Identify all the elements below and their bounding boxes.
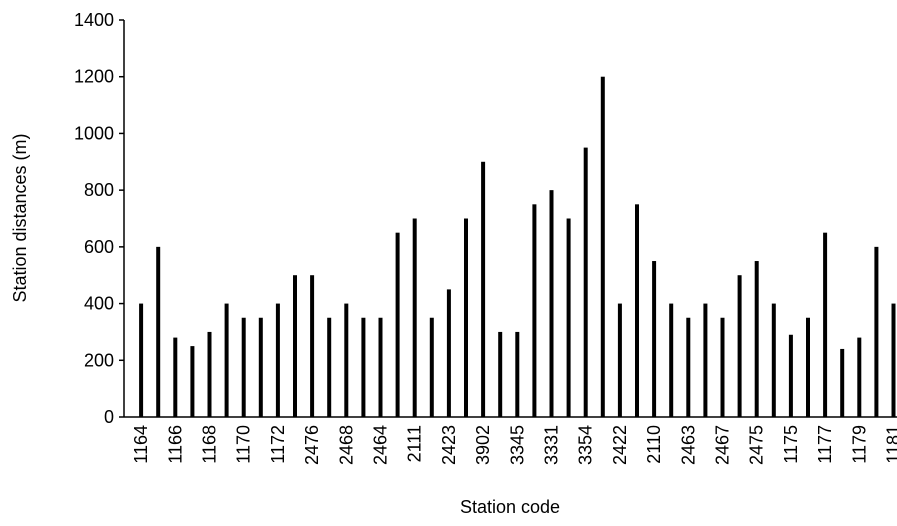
bar — [891, 303, 896, 417]
y-tick-label: 800 — [84, 180, 114, 200]
y-tick-label: 1400 — [74, 10, 114, 30]
x-tick-label: 2111 — [405, 425, 425, 462]
bar — [686, 317, 691, 417]
x-tick-label: 2468 — [336, 425, 356, 465]
bar — [258, 317, 263, 417]
bar — [652, 261, 657, 417]
bar — [669, 303, 674, 417]
x-tick-label: 2464 — [371, 425, 391, 465]
bar — [617, 303, 622, 417]
x-tick-label: 2110 — [644, 425, 664, 464]
x-axis-title: Station code — [460, 497, 560, 517]
x-tick-label: 3345 — [507, 425, 527, 465]
bar — [635, 204, 639, 417]
bar — [139, 303, 144, 417]
bar — [754, 261, 759, 417]
bar — [207, 331, 212, 417]
bar — [361, 317, 366, 417]
x-tick-label: 1181 — [884, 425, 897, 464]
bar — [395, 232, 400, 417]
bar — [429, 317, 434, 417]
y-tick-label: 1200 — [74, 67, 114, 87]
bar — [806, 317, 810, 417]
bar — [446, 289, 451, 417]
bar — [344, 303, 349, 417]
bar — [771, 303, 776, 417]
x-tick-label: 1170 — [234, 425, 254, 464]
bar — [874, 246, 879, 417]
bar — [275, 303, 280, 417]
x-tick-label: 1177 — [815, 425, 835, 464]
x-tick-label: 2463 — [678, 425, 698, 465]
bar — [737, 275, 742, 417]
bar — [703, 303, 708, 417]
x-tick-label: 3354 — [576, 425, 596, 465]
bar — [224, 303, 229, 417]
bar — [840, 348, 845, 417]
bar — [498, 331, 503, 417]
x-tick-label: 1166 — [165, 425, 185, 464]
bar — [583, 147, 588, 417]
bar — [566, 218, 571, 417]
bar — [293, 275, 297, 417]
bar — [515, 331, 520, 417]
y-tick-label: 400 — [84, 294, 114, 314]
y-axis-title: Station distances (m) — [10, 133, 30, 302]
x-tick-label: 2475 — [747, 425, 767, 465]
bar — [378, 317, 383, 417]
bar — [857, 337, 862, 417]
bar — [464, 218, 468, 417]
x-tick-label: 2467 — [713, 425, 733, 465]
bar — [173, 337, 178, 417]
x-tick-label: 3902 — [473, 425, 493, 465]
bar — [481, 161, 486, 417]
bar — [310, 275, 315, 417]
bar — [600, 76, 605, 417]
bar — [156, 246, 161, 417]
x-tick-label: 2422 — [610, 425, 630, 465]
y-tick-label: 0 — [104, 407, 114, 427]
y-tick-label: 200 — [84, 350, 114, 370]
x-tick-label: 1175 — [781, 425, 801, 464]
bar — [720, 317, 725, 417]
bar — [327, 317, 332, 417]
y-tick-label: 600 — [84, 237, 114, 257]
x-tick-label: 1168 — [200, 425, 220, 464]
bar — [788, 334, 793, 417]
bar — [549, 190, 554, 417]
y-tick-label: 1000 — [74, 123, 114, 143]
bar — [823, 232, 828, 417]
x-tick-label: 1164 — [131, 425, 151, 464]
x-tick-label: 3331 — [542, 425, 562, 465]
bar — [241, 317, 246, 417]
x-tick-label: 2423 — [439, 425, 459, 465]
x-tick-label: 1179 — [849, 425, 869, 464]
bar — [190, 346, 195, 417]
bar — [412, 218, 417, 417]
bar — [532, 204, 537, 417]
x-tick-label: 2476 — [302, 425, 322, 465]
x-tick-label: 1172 — [268, 425, 288, 464]
